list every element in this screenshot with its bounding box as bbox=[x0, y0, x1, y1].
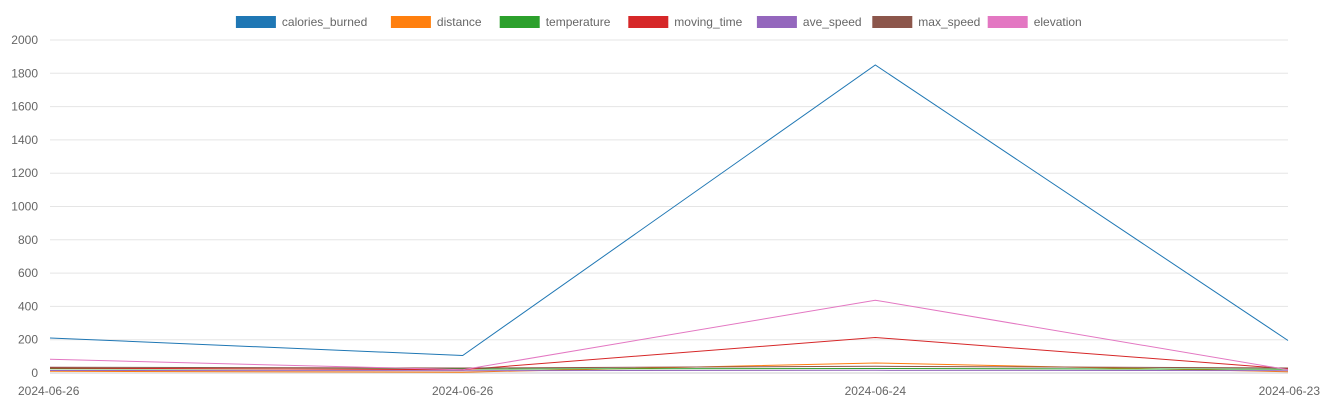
gridlines bbox=[50, 39, 1288, 374]
y-tick-label: 400 bbox=[18, 299, 38, 313]
x-tick-label: 2024-06-26 bbox=[18, 384, 80, 398]
legend-item-calories-burned: calories_burned bbox=[235, 15, 367, 29]
legend-swatch bbox=[390, 16, 431, 28]
y-tick-label: 1400 bbox=[11, 133, 38, 147]
series-line-elevation bbox=[49, 299, 1289, 371]
legend-label: distance bbox=[437, 15, 482, 29]
legend-label: calories_burned bbox=[282, 15, 367, 29]
legend-label: elevation bbox=[1034, 15, 1082, 29]
legend-swatch bbox=[872, 16, 913, 28]
x-tick-label: 2024-06-23 bbox=[1259, 384, 1321, 398]
legend-item-max-speed: max_speed bbox=[872, 15, 980, 29]
series-line-calories-burned bbox=[49, 64, 1289, 357]
series-line-max-speed bbox=[49, 365, 1289, 369]
legend-item-elevation: elevation bbox=[987, 15, 1082, 29]
x-tick-label: 2024-06-24 bbox=[845, 384, 907, 398]
legend-label: moving_time bbox=[674, 15, 742, 29]
legend-swatch bbox=[987, 16, 1028, 28]
y-tick-label: 0 bbox=[31, 366, 38, 380]
y-tick-label: 1600 bbox=[11, 100, 38, 114]
y-tick-label: 2000 bbox=[11, 33, 38, 47]
y-tick-label: 1200 bbox=[11, 166, 38, 180]
legend-swatch bbox=[756, 16, 797, 28]
legend-item-ave-speed: ave_speed bbox=[756, 15, 862, 29]
legend-item-temperature: temperature bbox=[499, 15, 611, 29]
y-tick-label: 1000 bbox=[11, 200, 38, 214]
legend-label: max_speed bbox=[918, 15, 980, 29]
legend: calories_burned distance temperature moving… bbox=[235, 15, 1082, 29]
legend-item-distance: distance bbox=[390, 15, 482, 29]
y-tick-label: 800 bbox=[18, 233, 38, 247]
y-axis-ticks: 0 200 400 600 800 1000 1200 1400 1600 1800 2000 bbox=[11, 33, 38, 380]
legend-swatch bbox=[628, 16, 669, 28]
series-line-moving-time bbox=[49, 336, 1289, 371]
legend-item-moving-time: moving_time bbox=[628, 15, 743, 29]
legend-label: temperature bbox=[546, 15, 611, 29]
y-tick-label: 1800 bbox=[11, 66, 38, 80]
x-axis-ticks: 2024-06-26 2024-06-26 2024-06-24 2024-06-23 bbox=[18, 384, 1320, 398]
legend-label: ave_speed bbox=[803, 15, 862, 29]
legend-swatch bbox=[235, 16, 276, 28]
y-tick-label: 600 bbox=[18, 266, 38, 280]
legend-swatch bbox=[499, 16, 540, 28]
y-tick-label: 200 bbox=[18, 333, 38, 347]
series-lines bbox=[49, 64, 1289, 373]
x-tick-label: 2024-06-26 bbox=[432, 384, 494, 398]
